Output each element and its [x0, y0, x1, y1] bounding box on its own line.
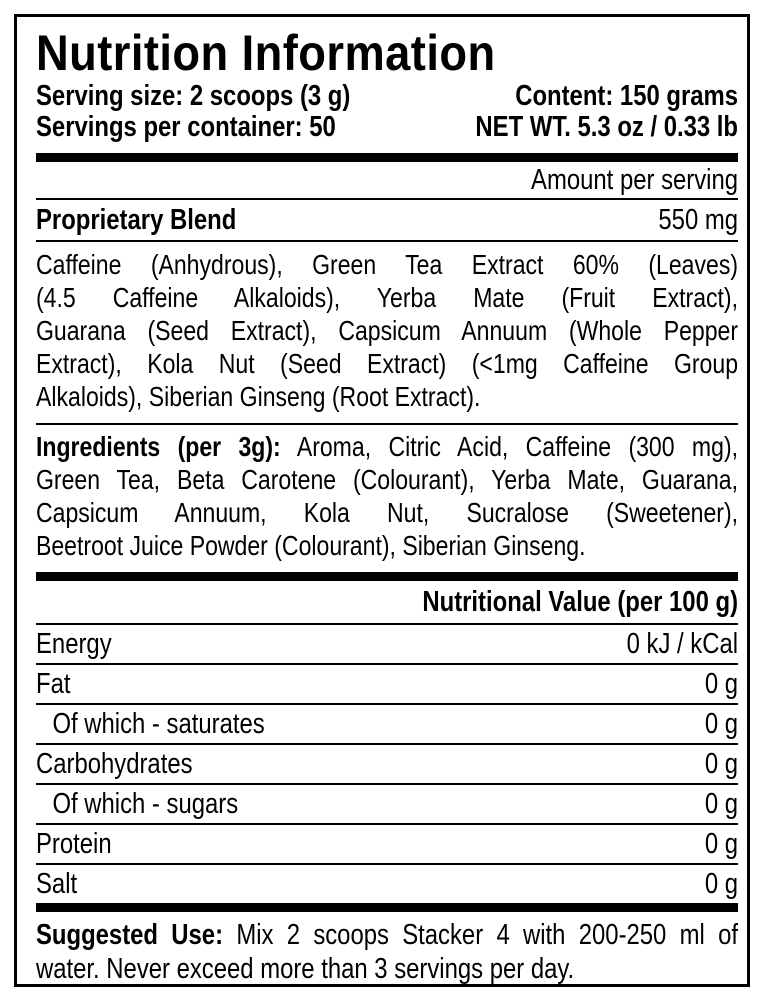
amount-per-serving-label: Amount per serving — [531, 164, 739, 196]
divider — [36, 623, 739, 625]
divider — [36, 863, 739, 865]
suggested-use: Suggested Use: Mix 2 scoops Stacker 4 wi… — [36, 912, 738, 986]
divider-thick — [36, 572, 739, 581]
divider — [36, 423, 739, 425]
servings-row: Servings per container: 50 NET WT. 5.3 o… — [36, 112, 738, 143]
nutrition-row-salt: Salt 0 g — [36, 865, 738, 903]
row-label: Fat — [36, 668, 71, 700]
divider — [36, 198, 739, 200]
blend-row: Proprietary Blend 550 mg — [36, 200, 738, 240]
ingredients-text: Aroma, Citric Acid, Caffeine (300 mg), — [280, 431, 739, 462]
ingredients: Ingredients (per 3g): Aroma, Citric Acid… — [36, 425, 738, 572]
ingredients-line: Capsicum Annuum, Kola Nut, Sucralose (Sw… — [36, 497, 739, 528]
ingredients-label: Ingredients (per 3g): — [36, 431, 281, 462]
blend-line: Guarana (Seed Extract), Capsicum Annuum … — [36, 315, 739, 346]
suggested-use-line: water. Never exceed more than 3 servings… — [36, 953, 575, 985]
net-weight: NET WT. 5.3 oz / 0.33 lb — [475, 111, 739, 143]
divider — [36, 663, 739, 665]
serving-size: Serving size: 2 scoops (3 g) — [36, 80, 351, 112]
row-value: 0 g — [704, 668, 739, 700]
nutrition-row-energy: Energy 0 kJ / kCal — [36, 625, 738, 663]
row-value: 0 g — [704, 828, 739, 860]
nutrition-row-sugars: Of which - sugars 0 g — [36, 785, 738, 823]
nutrition-row-protein: Protein 0 g — [36, 825, 738, 863]
row-label: Of which - saturates — [52, 708, 265, 740]
divider — [36, 743, 739, 745]
blend-amount: 550 mg — [658, 204, 739, 236]
nutrition-row-saturates: Of which - saturates 0 g — [36, 705, 738, 743]
blend-label: Proprietary Blend — [36, 204, 237, 236]
ingredients-line: Ingredients (per 3g): Aroma, Citric Acid… — [36, 430, 738, 463]
row-value: 0 kJ / kCal — [626, 628, 739, 660]
suggested-use-text: Mix 2 scoops Stacker 4 with 200-250 ml o… — [223, 919, 739, 951]
row-value: 0 g — [704, 788, 739, 820]
amount-per-serving: Amount per serving — [36, 162, 738, 198]
row-value: 0 g — [704, 708, 739, 740]
serving-row: Serving size: 2 scoops (3 g) Content: 15… — [36, 81, 738, 112]
servings-per-container: Servings per container: 50 — [36, 111, 336, 143]
divider — [36, 823, 739, 825]
nutrition-row-fat: Fat 0 g — [36, 665, 738, 703]
blend-line: Extract), Kola Nut (Seed Extract) (<1mg … — [36, 348, 739, 379]
blend-line: Alkaloids), Siberian Ginseng (Root Extra… — [36, 381, 481, 412]
suggested-use-label: Suggested Use: — [36, 919, 224, 951]
row-label: Energy — [36, 628, 112, 660]
content-amount: Content: 150 grams — [515, 80, 739, 112]
label-content: Nutrition Information Serving size: 2 sc… — [36, 17, 739, 986]
row-label: Carbohydrates — [36, 748, 193, 780]
nutrition-header: Nutritional Value (per 100 g) — [36, 581, 738, 623]
divider — [36, 703, 739, 705]
divider-thick — [36, 153, 739, 162]
row-value: 0 g — [704, 868, 739, 900]
nutrition-label: Nutrition Information Serving size: 2 sc… — [14, 14, 750, 987]
row-label: Protein — [36, 828, 112, 860]
row-label: Salt — [36, 868, 78, 900]
label-title: Nutrition Information — [36, 25, 496, 81]
blend-line: Caffeine (Anhydrous), Green Tea Extract … — [36, 249, 739, 280]
ingredients-line: Beetroot Juice Powder (Colourant), Siber… — [36, 530, 586, 561]
suggested-use-line: Suggested Use: Mix 2 scoops Stacker 4 wi… — [36, 918, 738, 952]
nutrition-header-label: Nutritional Value (per 100 g) — [422, 586, 739, 618]
row-value: 0 g — [704, 748, 739, 780]
divider — [36, 240, 739, 242]
row-label: Of which - sugars — [52, 788, 239, 820]
ingredients-line: Green Tea, Beta Carotene (Colourant), Ye… — [36, 464, 739, 495]
nutrition-row-carbohydrates: Carbohydrates 0 g — [36, 745, 738, 783]
divider — [36, 783, 739, 785]
divider-thick — [36, 903, 739, 912]
blend-composition: Caffeine (Anhydrous), Green Tea Extract … — [36, 242, 738, 423]
blend-line: (4.5 Caffeine Alkaloids), Yerba Mate (Fr… — [36, 282, 739, 313]
